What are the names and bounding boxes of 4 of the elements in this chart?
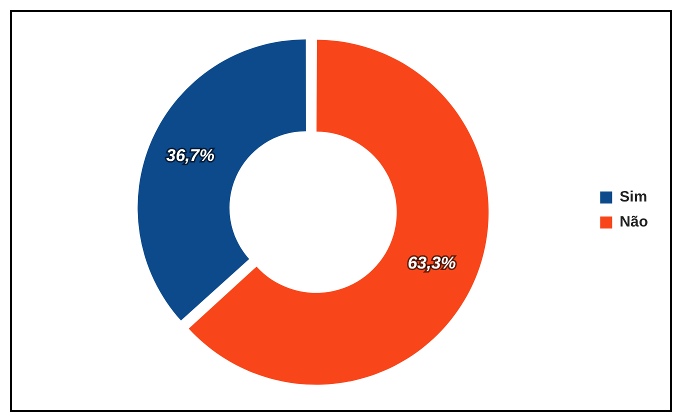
data-label: 63,3% [408, 253, 456, 272]
legend-label: Não [620, 214, 648, 231]
data-label: 36,7% [166, 146, 214, 166]
legend-label: Sim [620, 188, 648, 206]
